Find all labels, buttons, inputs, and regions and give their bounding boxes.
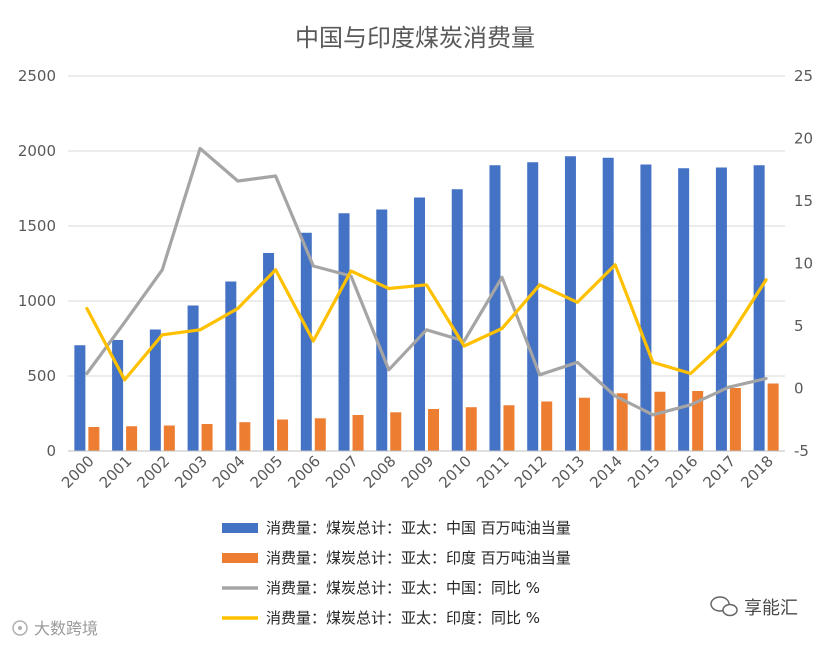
legend-label: 消费量：煤炭总计：亚太：印度 百万吨油当量 [266, 549, 571, 567]
x-tick-label: 2005 [247, 452, 287, 492]
legend-label: 消费量：煤炭总计：亚太：印度：同比 % [266, 609, 540, 627]
y-left-tick-label: 1000 [18, 292, 56, 310]
bar-india [616, 393, 628, 451]
y-right-tick-label: 10 [794, 255, 813, 273]
chart-title: 中国与印度煤炭消费量 [295, 24, 535, 52]
watermark-right-text: 享能汇 [744, 598, 798, 619]
bar-china [414, 197, 425, 451]
x-tick-label: 2003 [171, 452, 211, 492]
bar-india [503, 405, 515, 451]
bar-india [767, 383, 779, 451]
bar-china [602, 157, 614, 451]
bar-china [300, 232, 312, 451]
y-right-tick-label: 20 [794, 130, 813, 148]
bar-china [149, 329, 161, 451]
x-tick-label: 2012 [511, 452, 551, 492]
bar-india [578, 397, 590, 451]
y-left-tick-label: 500 [27, 367, 56, 385]
bar-china [187, 305, 199, 451]
line-series [85, 146, 768, 417]
y-left-tick-label: 0 [46, 442, 56, 460]
bar-series [74, 156, 779, 451]
x-tick-label: 2016 [662, 452, 702, 492]
bar-china [753, 165, 765, 451]
bar-india [126, 426, 138, 451]
bar-india [692, 391, 704, 451]
bar-china [527, 162, 539, 451]
legend-label: 消费量：煤炭总计：亚太：中国 百万吨油当量 [266, 519, 571, 537]
y-right-tick-label: -5 [794, 442, 809, 460]
legend-swatch [222, 523, 258, 533]
watermark-left: 大数跨境 [12, 619, 98, 638]
bar-india [729, 388, 741, 451]
x-tick-label: 2004 [209, 452, 249, 492]
line-india-yoy [85, 263, 768, 382]
y-axis-left: 0 500 1000 1500 2000 2500 [18, 67, 56, 460]
bar-china [564, 156, 576, 451]
bar-china [376, 209, 388, 451]
x-tick-label: 2018 [737, 452, 777, 492]
x-tick-label: 2000 [58, 452, 98, 492]
y-right-tick-label: 15 [794, 192, 813, 210]
bar-china [338, 213, 350, 451]
y-left-tick-label: 1500 [18, 217, 56, 235]
bar-india [277, 419, 289, 451]
y-right-tick-label: 0 [794, 380, 804, 398]
x-tick-label: 2009 [398, 452, 438, 492]
bar-india [428, 409, 439, 451]
bar-china [715, 167, 727, 451]
bar-india [163, 425, 175, 451]
x-tick-label: 2006 [284, 452, 324, 492]
bar-india [465, 407, 477, 451]
x-tick-label: 2007 [322, 452, 362, 492]
y-right-tick-label: 5 [794, 317, 804, 335]
wechat-logo-icon [710, 596, 738, 617]
x-tick-label: 2013 [549, 452, 589, 492]
bar-india [390, 412, 402, 451]
y-left-tick-label: 2000 [18, 142, 56, 160]
x-tick-label: 2010 [435, 452, 475, 492]
bar-china [489, 165, 501, 451]
gridlines [68, 75, 785, 452]
x-tick-label: 2002 [133, 452, 173, 492]
bar-india [541, 401, 553, 451]
watermark-left-text: 大数跨境 [34, 619, 98, 638]
y-left-tick-label: 2500 [18, 67, 56, 85]
x-tick-label: 2014 [586, 452, 626, 492]
bar-india [352, 415, 364, 451]
legend-swatch [222, 553, 258, 563]
legend-label: 消费量：煤炭总计：亚太：中国：同比 % [266, 579, 540, 597]
bar-china [112, 340, 124, 451]
x-tick-label: 2011 [473, 452, 513, 492]
x-tick-label: 2015 [624, 452, 664, 492]
bar-india [88, 427, 100, 451]
y-right-tick-label: 25 [794, 67, 813, 85]
x-axis: 2000200120022003200420052006200720082009… [58, 450, 785, 492]
x-tick-label: 2017 [699, 452, 739, 492]
watermark-right: 享能汇 [710, 596, 798, 619]
line-china-yoy [85, 146, 768, 417]
bar-china [451, 189, 463, 451]
bar-india [654, 391, 666, 451]
x-tick-label: 2001 [96, 452, 136, 492]
weibo-logo-icon [12, 620, 28, 636]
bar-china [640, 164, 652, 451]
bar-china [678, 168, 690, 451]
bar-china [225, 281, 237, 451]
bar-china [263, 253, 275, 451]
bar-india [314, 418, 326, 451]
bar-china [74, 345, 86, 451]
bar-india [201, 424, 213, 451]
bar-india [239, 422, 251, 451]
x-tick-label: 2008 [360, 452, 400, 492]
y-axis-right: -5 0 5 10 15 20 25 [794, 67, 813, 460]
